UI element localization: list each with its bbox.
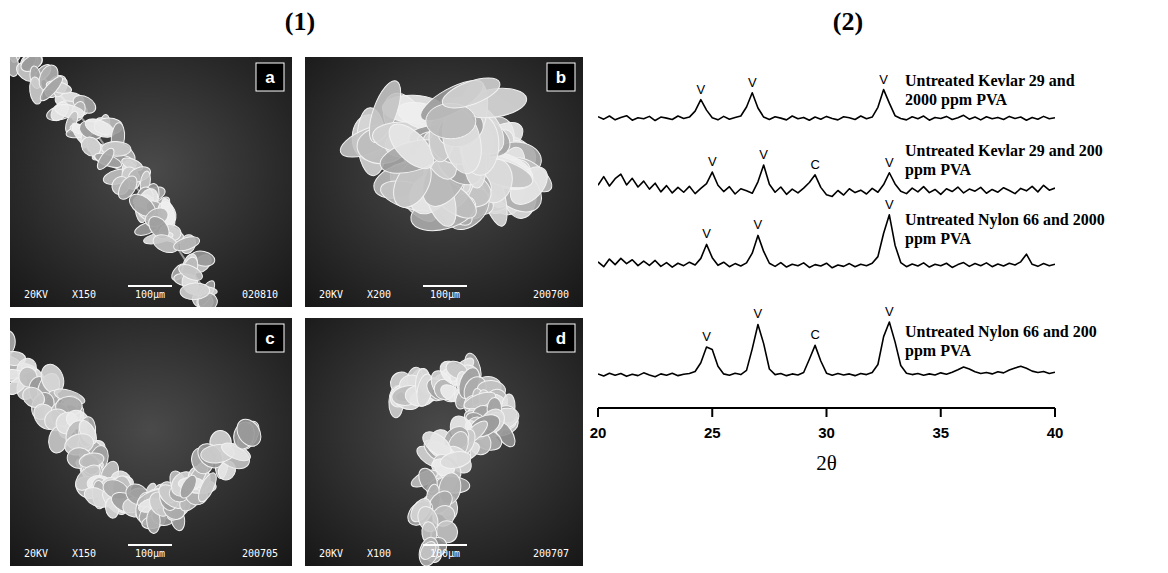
series-name: Untreated Nylon 66 and 2000ppm PVA	[905, 211, 1105, 248]
sem-info: 20KV	[319, 289, 343, 300]
series-name-line: ppm PVA	[905, 342, 971, 360]
peak-label: C	[810, 327, 819, 342]
series-name-line: ppm PVA	[905, 230, 971, 248]
series-name: Untreated Nylon 66 and 200ppm PVA	[905, 323, 1097, 360]
peak-label: V	[708, 154, 717, 169]
xrd-trace	[598, 90, 1055, 121]
peak-label: V	[885, 304, 894, 319]
panel-title: (2)	[833, 7, 863, 36]
sem-crystal	[232, 415, 266, 451]
peak-label: V	[754, 306, 763, 321]
sem-info: 200700	[533, 289, 569, 300]
letter-box	[256, 324, 284, 352]
peak-label: V	[879, 72, 888, 87]
sem-background	[305, 318, 583, 566]
sem-crystal	[176, 261, 204, 283]
x-tick	[597, 408, 599, 417]
series-name: Untreated Kevlar 29 and 2000 ppm PVA	[905, 72, 1075, 109]
series-name-line: Untreated Nylon 66 and 2000	[905, 211, 1105, 229]
x-tick-label: 40	[1047, 424, 1064, 441]
sem-background	[10, 318, 292, 566]
sem-info: 100μm	[430, 548, 460, 559]
sem-info: X100	[367, 548, 391, 559]
sem-image	[10, 318, 292, 566]
sem-stem	[402, 380, 499, 541]
x-tick	[711, 408, 713, 417]
figure: (1) a 20KV X150 100μm 020810 b 20KV X200 100μm 200…	[0, 0, 1168, 573]
scale-bar	[128, 544, 172, 546]
xrd-trace	[598, 165, 1055, 196]
sem-crystal	[195, 470, 220, 504]
letter-box	[547, 63, 575, 91]
peak-label: V	[759, 147, 768, 162]
scale-bar	[423, 544, 467, 546]
sem-crystal	[177, 473, 200, 501]
sem-info: X200	[367, 289, 391, 300]
sem-crystal	[172, 234, 201, 253]
panel-letter: c	[265, 329, 274, 348]
peak-label: C	[810, 157, 819, 172]
sem-crystal	[94, 146, 117, 172]
sem-stem	[24, 57, 207, 295]
series-name-line: Untreated Kevlar 29 and	[905, 72, 1075, 89]
sem-background	[10, 57, 292, 307]
sem-info: 100μm	[135, 548, 165, 559]
x-tick-label: 35	[932, 424, 949, 441]
sem-info: X150	[72, 289, 96, 300]
x-axis-title: 2θ	[816, 451, 837, 475]
sem-image	[10, 57, 292, 307]
sem-info: 20KV	[24, 289, 48, 300]
sem-info: 100μm	[135, 289, 165, 300]
series-name-line: Untreated Nylon 66 and 200	[905, 323, 1097, 341]
sem-crystal	[439, 72, 504, 114]
peak-label: V	[748, 75, 757, 90]
sem-crystal	[180, 282, 211, 301]
peak-label: V	[885, 155, 894, 170]
sem-info: 20KV	[24, 548, 48, 559]
series-name-line: Untreated Kevlar 29 and 200	[905, 142, 1103, 159]
sem-info: 20KV	[319, 548, 343, 559]
series-name-line: ppm PVA	[905, 161, 971, 179]
peak-label: V	[696, 82, 705, 97]
sem-crystal	[439, 449, 473, 471]
letter-box	[547, 324, 575, 352]
peak-label: V	[885, 197, 894, 212]
series-name: Untreated Kevlar 29 and 200 ppm PVA	[905, 142, 1103, 179]
sem-image	[305, 318, 583, 566]
sem-crystal	[426, 103, 476, 138]
x-tick-label: 25	[704, 424, 721, 441]
sem-crystal	[37, 74, 65, 104]
panel-letter: b	[556, 68, 566, 87]
x-tick-label: 30	[818, 424, 835, 441]
panel-letter: d	[556, 329, 566, 348]
x-tick	[1054, 408, 1056, 417]
x-tick	[940, 408, 942, 417]
x-tick	[826, 408, 828, 417]
sem-image	[305, 57, 583, 307]
letter-box	[256, 63, 284, 91]
sem-info: X150	[72, 548, 96, 559]
scale-bar	[128, 285, 172, 287]
series-name-line: 2000 ppm PVA	[905, 91, 1007, 109]
peak-label: V	[754, 217, 763, 232]
scale-bar	[423, 285, 467, 287]
sem-stem	[10, 355, 236, 511]
panel-title: (1)	[285, 7, 315, 36]
sem-info: 200707	[533, 548, 569, 559]
sem-info: 200705	[242, 548, 278, 559]
sem-info: 020810	[242, 289, 278, 300]
panel-letter: a	[265, 68, 275, 87]
sem-info: 100μm	[430, 289, 460, 300]
peak-label: V	[702, 226, 711, 241]
x-tick-label: 20	[590, 424, 607, 441]
peak-label: V	[702, 329, 711, 344]
sem-background	[305, 57, 583, 307]
